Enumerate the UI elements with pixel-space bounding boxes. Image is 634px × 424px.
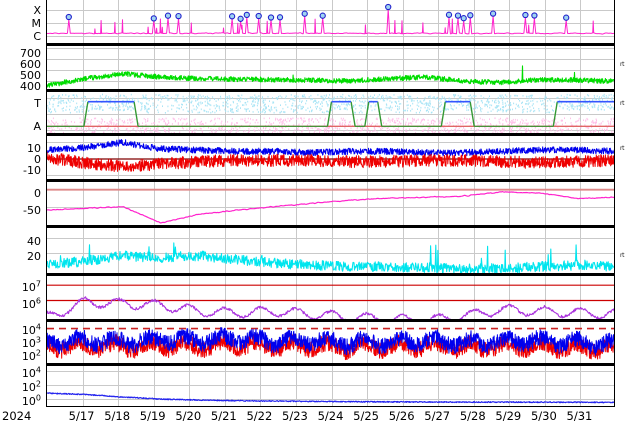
- panel-proton-channels: [46, 322, 615, 366]
- x-tick-5-22: 5/22: [246, 409, 273, 423]
- exp-2: 2: [35, 348, 41, 358]
- ytick-eflux-1e7: 107: [21, 279, 41, 294]
- ytick-imf-10: 10: [27, 142, 41, 155]
- ytick-eflux-1e6: 106: [21, 296, 41, 311]
- panel-geomagnetic-ta: [46, 92, 615, 136]
- exp-3: 3: [35, 335, 41, 345]
- ylabel-xray-X: X: [33, 4, 41, 17]
- exp-0: 0: [35, 393, 41, 403]
- x-tick-5-21: 5/21: [210, 409, 237, 423]
- ytick-plow-1e0: 100: [21, 393, 41, 408]
- right-label-ta: rt: [620, 100, 625, 107]
- ylabel-xray-C: C: [33, 30, 41, 43]
- ytick-imf-neg10: -10: [23, 164, 41, 177]
- panel-dst-index: [46, 182, 615, 228]
- x-tick-5-17: 5/17: [68, 409, 95, 423]
- panel-proton-flux-low: [46, 366, 615, 407]
- ytick-plow-1e2: 102: [21, 379, 41, 394]
- exp-4: 4: [35, 322, 41, 332]
- panel-divider: [47, 133, 614, 136]
- right-label-solar-wind: rt: [620, 61, 625, 68]
- x-tick-5-27: 5/27: [424, 409, 451, 423]
- ytick-pflux-1e2: 102: [21, 348, 41, 363]
- x-axis-year-label: 2024: [2, 409, 32, 423]
- ytick-plow-1e4: 104: [21, 365, 41, 380]
- x-tick-5-26: 5/26: [388, 409, 415, 423]
- ytick-pflux-1e4: 104: [21, 322, 41, 337]
- ytick-ap-40: 40: [27, 235, 41, 248]
- panel-divider: [47, 363, 614, 366]
- panel-divider: [47, 179, 614, 182]
- x-tick-5-18: 5/18: [104, 409, 131, 423]
- ylabel-T: T: [34, 97, 41, 110]
- ytick-pflux-1e3: 103: [21, 335, 41, 350]
- panel-divider: [47, 43, 614, 46]
- ylabel-A: A: [33, 120, 41, 133]
- ytick-sw-500: 500: [20, 69, 41, 82]
- panel-electron-flux: [46, 276, 615, 322]
- exp-7: 7: [35, 279, 41, 289]
- ytick-dst-neg50: -50: [23, 204, 41, 217]
- panel-divider: [47, 89, 614, 92]
- panel-xray-flare: [46, 0, 615, 46]
- x-tick-5-29: 5/29: [495, 409, 522, 423]
- right-label-imf: rt: [620, 145, 625, 152]
- ytick-imf-0: 0: [34, 153, 41, 166]
- ytick-ap-20: 20: [27, 250, 41, 263]
- exp-4b: 4: [35, 365, 41, 375]
- panel-divider: [47, 225, 614, 228]
- x-tick-5-31: 5/31: [566, 409, 593, 423]
- x-tick-5-25: 5/25: [353, 409, 379, 423]
- right-label-ap: rt: [620, 252, 625, 259]
- panel-ap-index: [46, 228, 615, 276]
- ytick-sw-600: 600: [20, 58, 41, 71]
- panel-divider: [47, 319, 614, 322]
- x-tick-5-20: 5/20: [175, 409, 202, 423]
- panel-imf-bt-bz: [46, 136, 615, 182]
- x-tick-5-23: 5/23: [282, 409, 308, 423]
- ytick-sw-700: 700: [20, 47, 41, 60]
- panel-divider: [47, 273, 614, 276]
- x-tick-5-28: 5/28: [459, 409, 486, 423]
- x-axis: 2024 5/17 5/18 5/19 5/20 5/21 5/22 5/23 5/24 5/2…: [0, 407, 634, 424]
- x-tick-5-30: 5/30: [530, 409, 557, 423]
- ytick-sw-400: 400: [20, 80, 41, 93]
- panel-solar-wind-speed: [46, 46, 615, 92]
- x-tick-5-19: 5/19: [139, 409, 166, 423]
- exp-2b: 2: [35, 379, 41, 389]
- ytick-dst-0: 0: [34, 187, 41, 200]
- exp-6: 6: [35, 296, 41, 306]
- ylabel-xray-M: M: [31, 17, 42, 30]
- x-tick-5-24: 5/24: [317, 409, 344, 423]
